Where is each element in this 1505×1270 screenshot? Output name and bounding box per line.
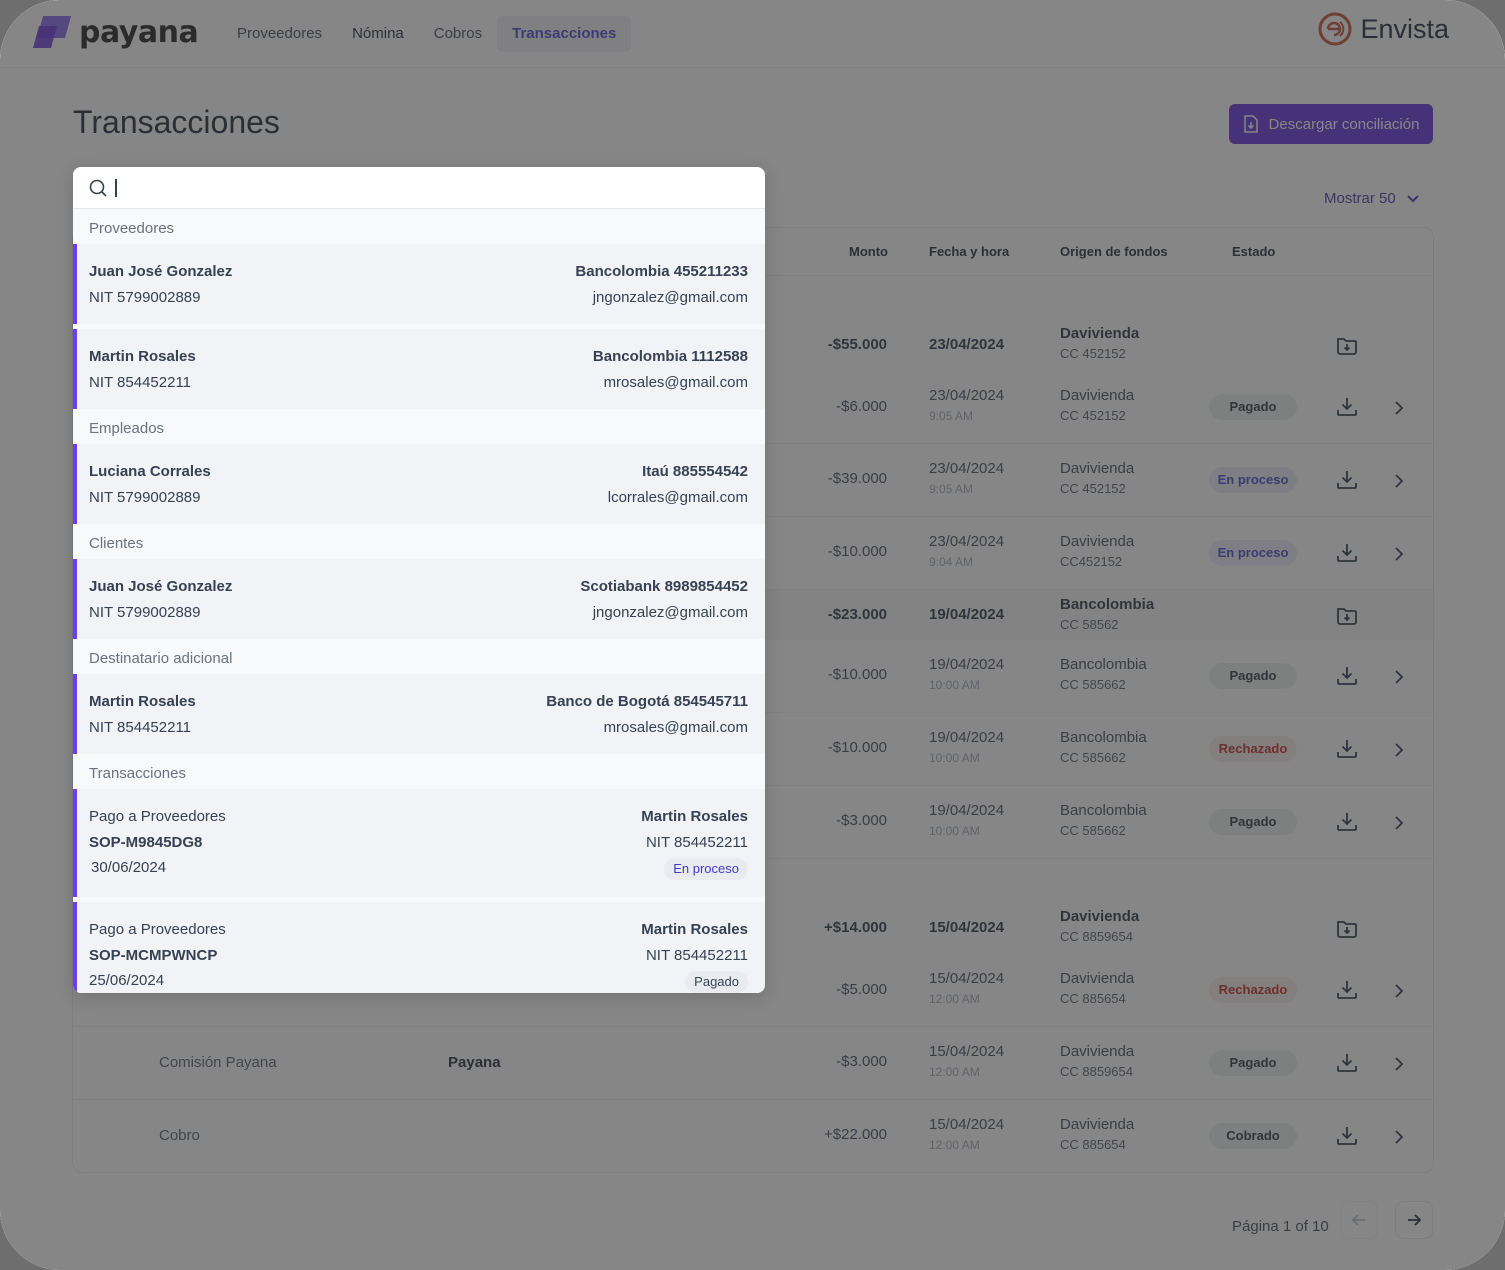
result-nit: NIT 5799002889 <box>89 289 201 306</box>
search-result-item[interactable]: Luciana Corrales NIT 5799002889 Itaú 885… <box>73 444 765 524</box>
result-bank: Bancolombia 1112588 <box>592 348 748 365</box>
result-nit: NIT 854452211 <box>645 834 748 851</box>
transaction-date: 25/06/2024 <box>89 972 165 989</box>
text-cursor <box>115 178 117 197</box>
result-nit: NIT 5799002889 <box>89 489 201 506</box>
result-name: Juan José Gonzalez <box>89 578 233 595</box>
result-name: Martin Rosales <box>641 921 748 938</box>
result-name: Juan José Gonzalez <box>89 263 233 280</box>
transaction-type: Pago a Proveedores <box>89 921 226 938</box>
search-result-item[interactable]: Juan José Gonzalez NIT 5799002889 Scotia… <box>73 559 765 639</box>
result-bank: Itaú 885554542 <box>642 463 748 480</box>
search-result-item[interactable]: Martin Rosales NIT 854452211 Banco de Bo… <box>73 674 765 754</box>
section-label-destinatario: Destinatario adicional <box>89 650 233 667</box>
search-result-item[interactable]: Juan José Gonzalez NIT 5799002889 Bancol… <box>73 244 765 324</box>
result-nit: NIT 5799002889 <box>89 604 201 621</box>
result-nit: NIT 854452211 <box>645 947 748 964</box>
search-result-transaction[interactable]: Pago a Proveedores SOP-M9845DG8 30/06/20… <box>73 789 765 897</box>
status-badge: Pagado <box>685 971 748 993</box>
result-bank: Scotiabank 8989854452 <box>580 578 748 595</box>
search-result-transaction[interactable]: Pago a Proveedores SOP-MCMPWNCP 25/06/20… <box>73 902 765 993</box>
transaction-date: 30/06/2024 <box>91 859 167 876</box>
result-nit: NIT 854452211 <box>89 374 192 391</box>
section-label-transacciones: Transacciones <box>89 765 186 782</box>
transaction-code: SOP-M9845DG8 <box>89 834 203 851</box>
result-email: lcorrales@gmail.com <box>607 489 748 506</box>
global-search-dropdown: Proveedores Juan José Gonzalez NIT 57990… <box>73 167 765 993</box>
result-name: Martin Rosales <box>89 693 196 710</box>
section-label-proveedores: Proveedores <box>89 220 175 237</box>
result-email: mrosales@gmail.com <box>603 719 748 736</box>
result-nit: NIT 854452211 <box>89 719 192 736</box>
result-name: Martin Rosales <box>641 808 748 825</box>
search-result-item[interactable]: Martin Rosales NIT 854452211 Bancolombia… <box>73 329 765 409</box>
search-bar[interactable] <box>73 167 765 209</box>
result-name: Martin Rosales <box>89 348 196 365</box>
status-badge: En proceso <box>664 858 748 880</box>
result-email: mrosales@gmail.com <box>603 374 748 391</box>
result-email: jngonzalez@gmail.com <box>592 604 748 621</box>
section-label-empleados: Empleados <box>89 420 165 437</box>
result-bank: Bancolombia 455211233 <box>575 263 748 280</box>
search-input[interactable] <box>125 177 725 198</box>
result-name: Luciana Corrales <box>89 463 211 480</box>
section-label-clientes: Clientes <box>89 535 144 552</box>
transaction-type: Pago a Proveedores <box>89 808 226 825</box>
result-bank: Banco de Bogotá 854545711 <box>546 693 748 710</box>
search-icon <box>89 179 107 197</box>
transaction-code: SOP-MCMPWNCP <box>89 947 218 964</box>
result-email: jngonzalez@gmail.com <box>592 289 748 306</box>
